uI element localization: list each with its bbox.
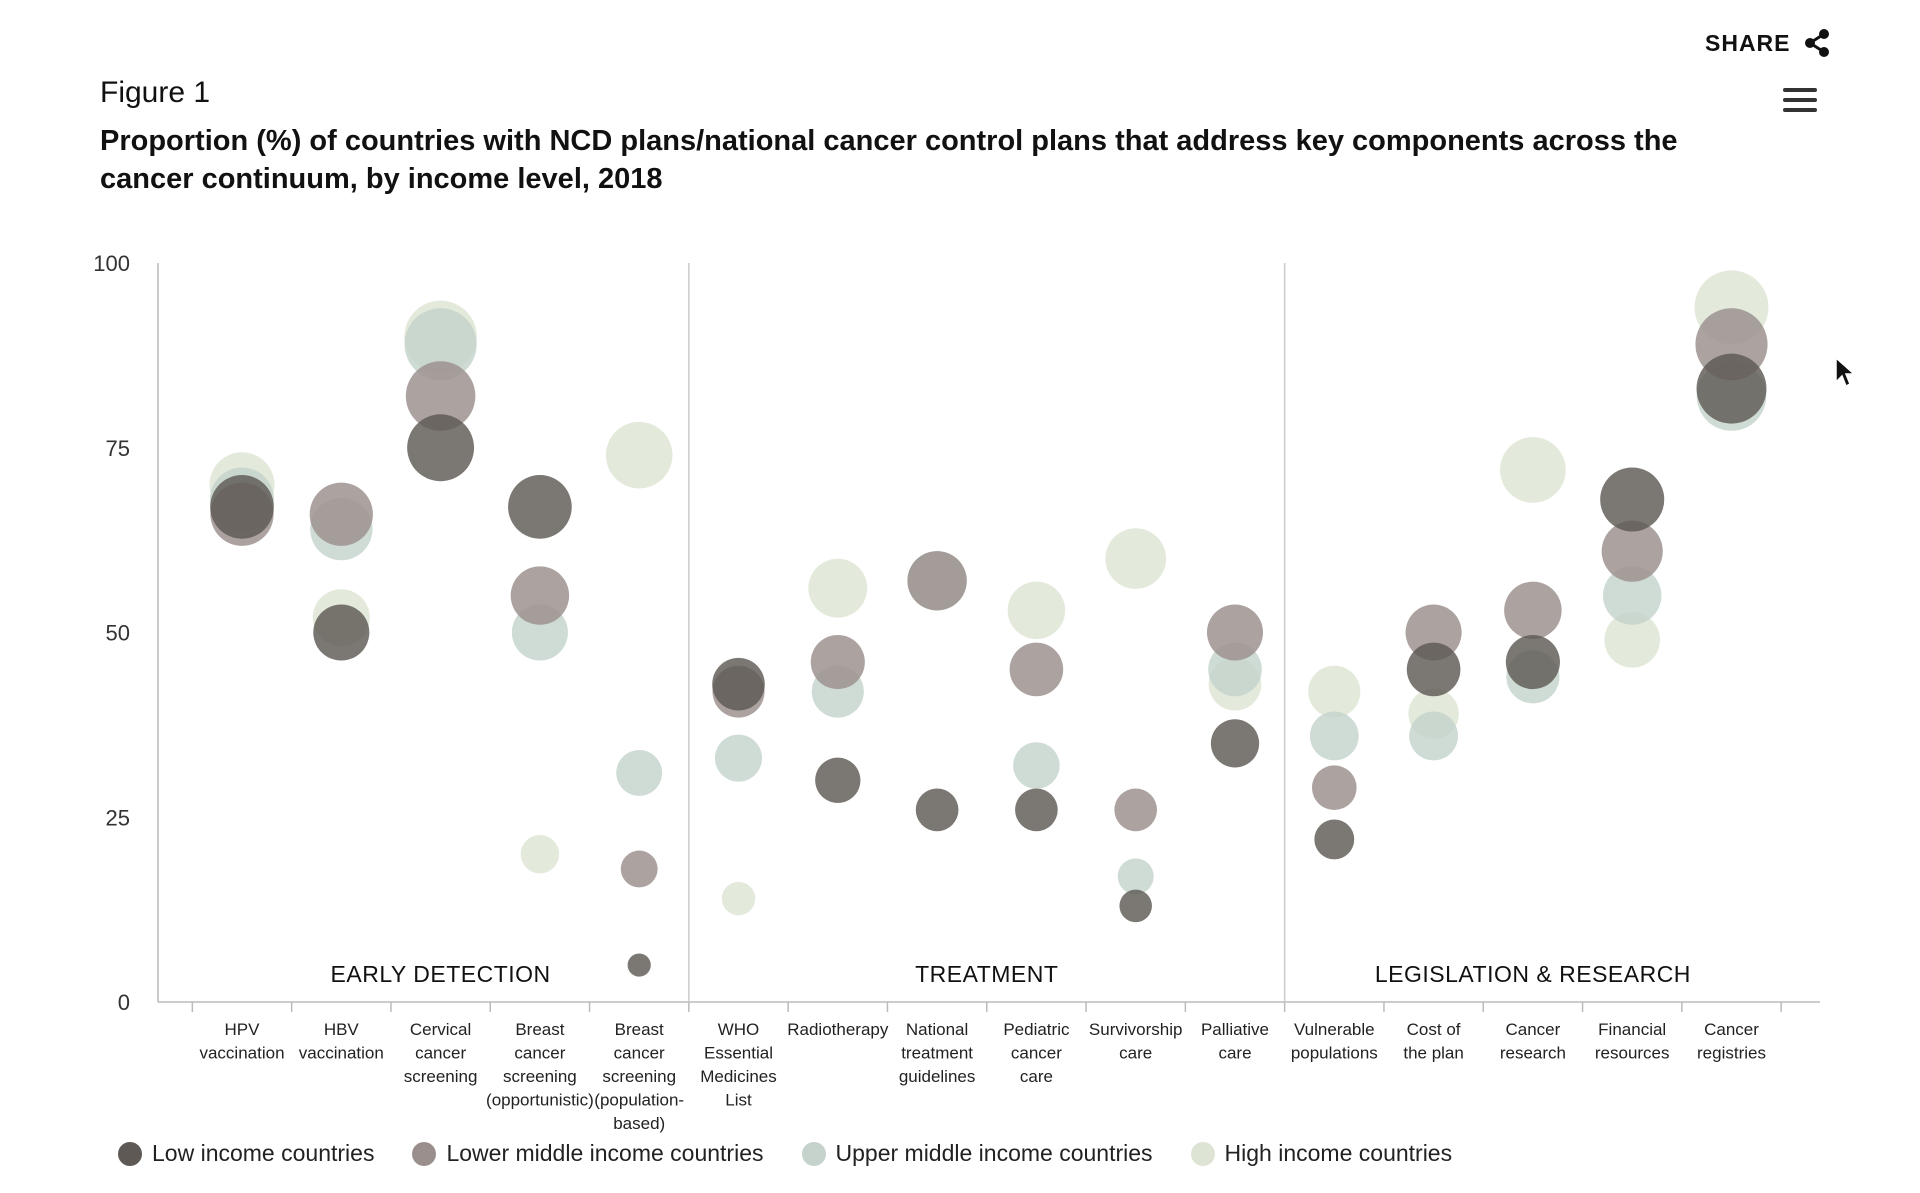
bubble-point-lower-middle (510, 566, 570, 625)
x-tick-label: HBV vaccination (299, 1020, 384, 1063)
y-tick-label: 75 (106, 436, 130, 461)
y-tick-label: 50 (106, 621, 130, 646)
legend-item: Lower middle income countries (412, 1140, 764, 1167)
bubble-point-low (210, 475, 274, 539)
bubble-point-low (508, 475, 572, 539)
chart-title: Proportion (%) of countries with NCD pla… (100, 125, 1678, 195)
group-label: LEGISLATION & RESEARCH (1375, 961, 1691, 987)
legend-swatch (1190, 1141, 1215, 1166)
bubble-point-low (1505, 635, 1560, 690)
x-tick-label: Cervical cancer screening (404, 1020, 478, 1086)
bubble-point-high (1007, 581, 1066, 640)
x-tick-label: Financial resources (1595, 1020, 1670, 1063)
bubble-point-lower-middle (1405, 604, 1462, 661)
bubble-point-high (520, 834, 560, 874)
x-tick-label: Pediatric cancer care (1003, 1020, 1070, 1086)
legend-label: Lower middle income countries (446, 1140, 764, 1166)
bubble-point-low (815, 757, 861, 803)
bubble-point-lower-middle (1504, 581, 1562, 640)
bubble-point-lower-middle (1206, 604, 1264, 661)
bubble-point-high (1308, 665, 1361, 718)
bubble-point-upper-middle (404, 308, 477, 381)
bubble-point-high (605, 421, 673, 489)
bubble-point-high (808, 558, 868, 618)
x-tick-label: WHO Essential Medicines List (700, 1020, 777, 1110)
bubble-point-upper-middle (1602, 566, 1662, 625)
legend: Low income countries Lower middle income … (118, 1140, 1452, 1167)
bubble-point-low (1696, 353, 1767, 424)
y-tick-label: 100 (93, 251, 130, 276)
bubble-point-lower-middle (405, 361, 476, 431)
legend-label: Low income countries (152, 1140, 375, 1166)
x-tick-label: Survivorship care (1089, 1020, 1183, 1063)
bubble-point-low (1600, 467, 1665, 532)
bubble-point-low (313, 604, 370, 661)
figure-label: Figure 1 (100, 76, 211, 109)
x-tick-label: Breast cancer screening (opportunistic) (486, 1020, 594, 1110)
x-tick-label: Cancer research (1500, 1020, 1566, 1063)
bubble-point-upper-middle (1013, 742, 1060, 789)
group-label: TREATMENT (915, 961, 1058, 987)
bubble-point-lower-middle (1311, 765, 1357, 810)
legend-label: Upper middle income countries (835, 1140, 1153, 1166)
bubble-point-low (627, 953, 651, 977)
bubble-point-upper-middle (1309, 711, 1359, 761)
bubble-point-lower-middle (620, 850, 658, 888)
bubble-point-high (1604, 612, 1660, 668)
y-tick-label: 25 (106, 805, 130, 830)
bubble-point-low (1406, 642, 1461, 697)
legend-item: Upper middle income countries (801, 1140, 1153, 1167)
y-tick-label: 0 (118, 990, 130, 1015)
bubble-point-lower-middle (1601, 520, 1663, 582)
bubble-point-lower-middle (810, 635, 865, 690)
bubble-point-upper-middle (616, 749, 663, 796)
bubble-point-high (1105, 528, 1167, 589)
bubble-point-low (1210, 719, 1260, 768)
x-tick-label: Palliative care (1201, 1020, 1269, 1063)
legend-label: High income countries (1224, 1140, 1453, 1166)
legend-swatch (801, 1141, 826, 1166)
bubble-point-low (1119, 889, 1152, 923)
x-tick-label: HPV vaccination (199, 1020, 284, 1063)
bubble-point-upper-middle (1117, 858, 1154, 895)
bubble-point-high (721, 881, 756, 916)
legend-item: Low income countries (118, 1140, 374, 1167)
bubble-point-upper-middle (1409, 711, 1458, 761)
bubble-point-low (915, 788, 959, 832)
share-button[interactable]: SHARE (1705, 28, 1831, 58)
bubble-point-low (1015, 788, 1058, 832)
share-icon (1804, 29, 1829, 57)
hamburger-menu-icon[interactable] (1783, 88, 1817, 114)
bubble-point-low (407, 414, 475, 482)
x-tick-label: Radiotherapy (787, 1020, 889, 1039)
bubble-point-lower-middle (309, 482, 373, 546)
share-label: SHARE (1705, 29, 1791, 56)
legend-swatch (118, 1141, 142, 1166)
legend-item: High income countries (1190, 1140, 1453, 1167)
x-tick-label: Cost of the plan (1403, 1020, 1464, 1063)
mouse-cursor-icon (1835, 356, 1856, 388)
bubble-point-low (1314, 819, 1355, 860)
bubble-point-lower-middle (1009, 642, 1064, 697)
x-tick-label: Vulnerable populations (1291, 1020, 1378, 1063)
group-label: EARLY DETECTION (331, 961, 551, 987)
bubble-point-upper-middle (714, 734, 763, 782)
legend-swatch (412, 1141, 437, 1166)
bubble-point-low (712, 657, 765, 711)
x-tick-label: Breast cancer screening (population-based) (594, 1020, 684, 1133)
bubble-point-lower-middle (1114, 788, 1158, 832)
bubble-point-high (1500, 437, 1566, 503)
x-tick-label: Cancer registries (1697, 1020, 1766, 1063)
bubble-point-lower-middle (907, 551, 967, 611)
x-tick-label: National treatment guidelines (899, 1020, 976, 1086)
